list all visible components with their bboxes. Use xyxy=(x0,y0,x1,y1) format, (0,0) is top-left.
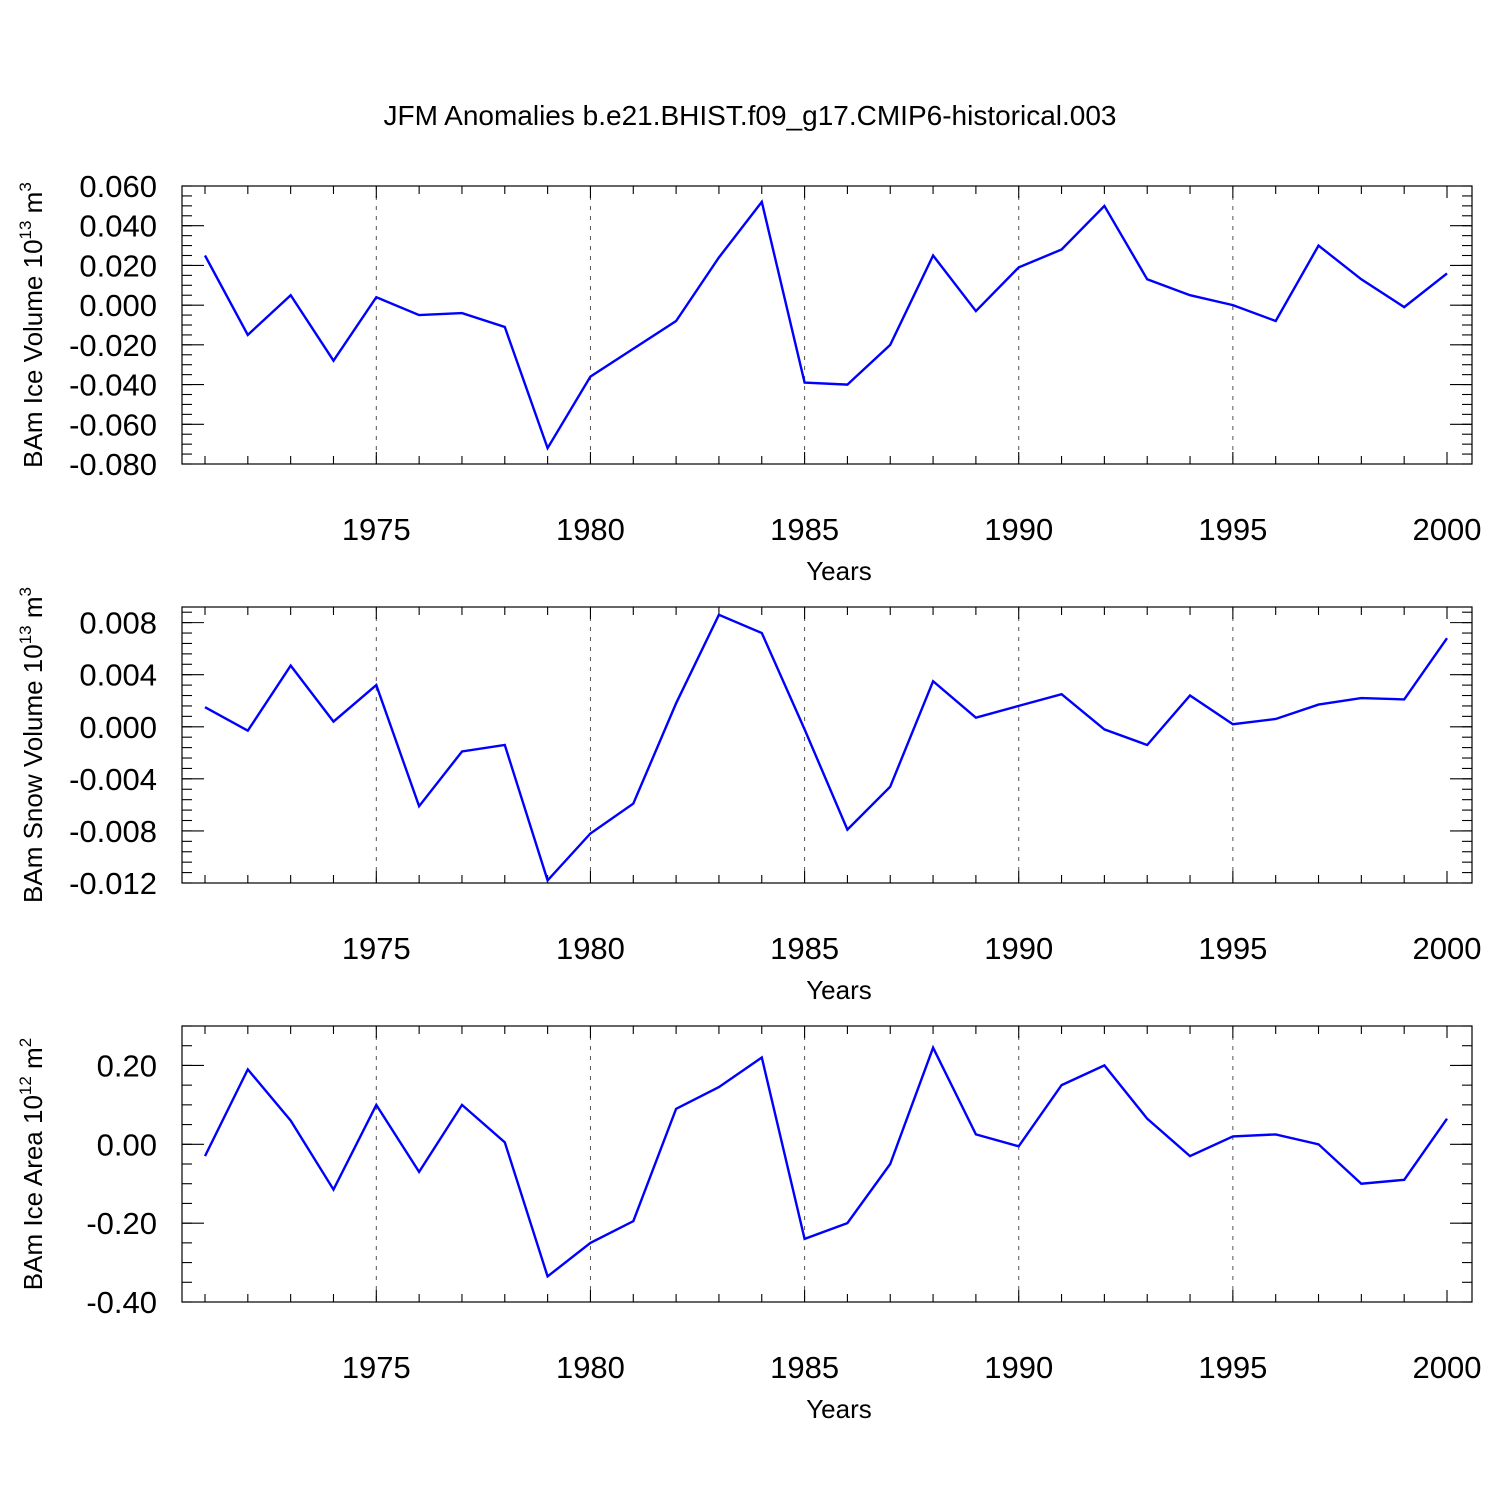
figure-title: JFM Anomalies b.e21.BHIST.f09_g17.CMIP6-… xyxy=(383,100,1116,131)
snow-volume-series-line xyxy=(204,613,1448,883)
ice-area-ylabel: BAm Ice Area 1012 m2 xyxy=(16,1038,48,1290)
ice-volume-xtick-label-1980: 1980 xyxy=(556,512,625,547)
ice-volume-ytick-label: 0.020 xyxy=(79,248,157,283)
ice-volume-xtick-label-1995: 1995 xyxy=(1198,512,1267,547)
snow-volume-panel: 1975 1980 1985 1990 1995 2000 -0.012 -0.008 -0.0… xyxy=(16,587,1481,1005)
snow-volume-xlabel: Years xyxy=(806,975,872,1005)
snow-volume-xtick-label-1995: 1995 xyxy=(1198,931,1267,966)
ice-volume-ytick-label: 0.040 xyxy=(79,209,157,244)
ice-area-ytick-label: 0.20 xyxy=(97,1048,157,1083)
ice-volume-xtick-label-1990: 1990 xyxy=(984,512,1053,547)
snow-volume-xtick-label-1975: 1975 xyxy=(342,931,411,966)
snow-volume-ytick-label: -0.008 xyxy=(69,814,157,849)
ice-volume-xtick-label-2000: 2000 xyxy=(1413,512,1482,547)
ice-area-xtick-label-1990: 1990 xyxy=(984,1350,1053,1385)
ice-volume-series-line xyxy=(203,199,1448,451)
ice-volume-ytick-label: 0.000 xyxy=(79,288,157,323)
ice-area-xtick-label-1985: 1985 xyxy=(770,1350,839,1385)
ice-area-axes-frame xyxy=(181,1025,1473,1303)
snow-volume-xtick-label-2000: 2000 xyxy=(1413,931,1482,966)
ice-volume-xtick-label-1985: 1985 xyxy=(770,512,839,547)
snow-volume-xtick-label-1985: 1985 xyxy=(770,931,839,966)
ice-volume-ytick-label: -0.080 xyxy=(69,447,157,482)
ice-volume-panel: 1975 1980 1985 1990 1995 2000 -0.080 -0.060 -0.0… xyxy=(16,169,1481,586)
ice-area-xtick-label-2000: 2000 xyxy=(1413,1350,1482,1385)
ice-volume-ytick-label: 0.060 xyxy=(79,169,157,204)
snow-volume-ylabel: BAm Snow Volume 1013 m3 xyxy=(16,587,48,903)
snow-volume-ytick-label: 0.000 xyxy=(79,710,157,745)
snow-volume-xtick-label-1980: 1980 xyxy=(556,931,625,966)
snow-volume-ytick-label: -0.004 xyxy=(69,762,157,797)
snow-volume-xtick-label-1990: 1990 xyxy=(984,931,1053,966)
ice-volume-ytick-label: -0.020 xyxy=(69,328,157,363)
ice-area-panel: 1975 1980 1985 1990 1995 2000 -0.40 -0.20 0.00 0.… xyxy=(16,1025,1482,1424)
ice-area-xtick-label-1975: 1975 xyxy=(342,1350,411,1385)
ice-volume-ytick-label: -0.040 xyxy=(69,368,157,403)
ice-area-ytick-label: 0.00 xyxy=(97,1127,157,1162)
snow-volume-ytick-label: 0.008 xyxy=(79,606,157,641)
ice-area-xtick-label-1995: 1995 xyxy=(1198,1350,1267,1385)
ice-area-xtick-label-1980: 1980 xyxy=(556,1350,625,1385)
ice-volume-xtick-label-1975: 1975 xyxy=(342,512,411,547)
snow-volume-ytick-label: -0.012 xyxy=(69,866,157,901)
ice-volume-axes-frame xyxy=(181,185,1473,465)
snow-volume-axes-frame xyxy=(181,606,1473,884)
ice-area-xlabel: Years xyxy=(806,1394,872,1424)
ice-area-ytick-label: -0.20 xyxy=(86,1206,157,1241)
ice-volume-ytick-label: -0.060 xyxy=(69,407,157,442)
ice-area-ytick-label: -0.40 xyxy=(86,1285,157,1320)
ice-area-series-line xyxy=(203,1044,1448,1279)
snow-volume-ytick-label: 0.004 xyxy=(79,658,157,693)
ice-volume-xlabel: Years xyxy=(806,556,872,586)
ice-volume-ylabel: BAm Ice Volume 1013 m3 xyxy=(16,182,48,468)
